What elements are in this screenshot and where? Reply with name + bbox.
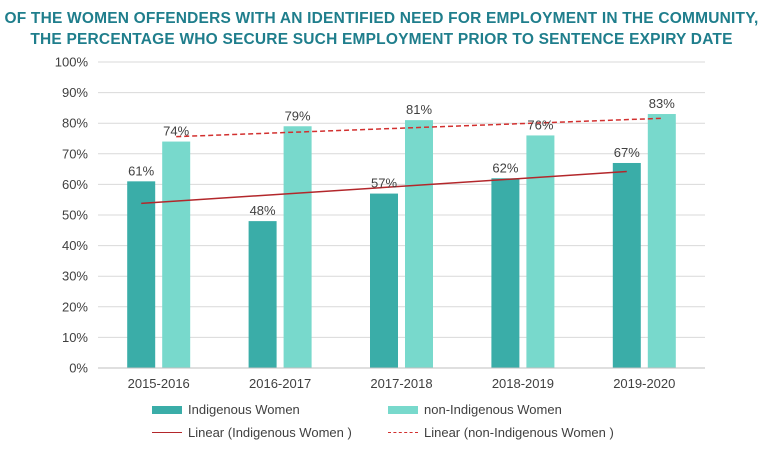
chart-legend: Indigenous Women non-Indigenous Women Li… [0, 398, 763, 448]
data-label-indigenous: 62% [492, 160, 518, 175]
x-tick-label: 2018-2019 [492, 376, 554, 391]
legend-swatch-linear-non-indigenous [388, 432, 418, 433]
legend-label-non-indigenous: non-Indigenous Women [424, 402, 562, 417]
data-label-indigenous: 57% [371, 176, 397, 191]
y-tick-label: 20% [62, 299, 88, 314]
trendline-non-indigenous [176, 117, 662, 138]
bar-non-indigenous [647, 114, 676, 369]
bar-non-indigenous [526, 135, 555, 368]
data-label-indigenous: 67% [614, 145, 640, 160]
y-tick-label: 90% [62, 85, 88, 100]
bar-indigenous [127, 181, 156, 368]
legend-label-linear-indigenous: Linear (Indigenous Women ) [188, 425, 352, 440]
bar-non-indigenous [283, 126, 312, 368]
y-tick-label: 0% [69, 361, 88, 376]
legend-swatch-non-indigenous [388, 405, 418, 414]
legend-item-indigenous: Indigenous Women [152, 402, 300, 417]
legend-swatch-linear-indigenous [152, 432, 182, 433]
legend-label-indigenous: Indigenous Women [188, 402, 300, 417]
chart-title-line-1: OF THE WOMEN OFFENDERS WITH AN IDENTIFIE… [4, 10, 759, 27]
legend-label-linear-non-indigenous: Linear (non-Indigenous Women ) [424, 425, 614, 440]
y-tick-label: 70% [62, 146, 88, 161]
data-label-indigenous: 61% [128, 163, 154, 178]
trendline-indigenous [141, 170, 627, 205]
y-tick-label: 30% [62, 269, 88, 284]
chart-plot: 61% 74% 48% 79% 57% 81% 62% 76% 67% 83% 0% 10% 20% 3… [55, 55, 705, 391]
data-label-indigenous: 48% [250, 203, 276, 218]
bar-non-indigenous [162, 141, 191, 368]
legend-swatch-indigenous [152, 405, 182, 414]
x-tick-label: 2016-2017 [249, 376, 311, 391]
chart-title: OF THE WOMEN OFFENDERS WITH AN IDENTIFIE… [0, 8, 763, 50]
bar-indigenous [370, 193, 398, 368]
bar-indigenous [612, 162, 641, 368]
x-tick-label: 2017-2018 [370, 376, 432, 391]
y-tick-label: 10% [62, 330, 88, 345]
x-tick-label: 2015-2016 [128, 376, 190, 391]
data-label-non-indigenous: 76% [527, 117, 553, 132]
data-label-non-indigenous: 74% [163, 124, 189, 139]
legend-item-non-indigenous: non-Indigenous Women [388, 402, 562, 417]
y-tick-label: 60% [62, 177, 88, 192]
data-label-non-indigenous: 83% [649, 96, 675, 111]
bar-indigenous [491, 178, 520, 368]
y-tick-label: 100% [55, 55, 89, 70]
chart-title-line-2: THE PERCENTAGE WHO SECURE SUCH EMPLOYMEN… [30, 31, 733, 48]
y-tick-label: 50% [62, 208, 88, 223]
y-tick-label: 40% [62, 238, 88, 253]
data-label-non-indigenous: 79% [285, 108, 311, 123]
bar-non-indigenous [405, 120, 433, 368]
legend-item-linear-indigenous: Linear (Indigenous Women ) [152, 425, 352, 440]
bar-indigenous [248, 221, 277, 368]
data-label-non-indigenous: 81% [406, 102, 432, 117]
x-tick-label: 2019-2020 [613, 376, 675, 391]
y-tick-label: 80% [62, 116, 88, 131]
legend-item-linear-non-indigenous: Linear (non-Indigenous Women ) [388, 425, 614, 440]
